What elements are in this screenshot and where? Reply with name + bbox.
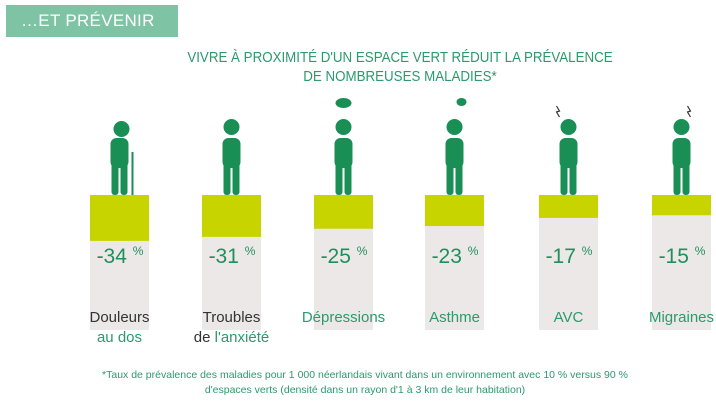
value-number: -31 (208, 245, 245, 268)
person-icon (555, 105, 578, 195)
category-label-part: AVC (553, 309, 584, 326)
category-label-part: l'anxiété (214, 329, 270, 346)
value-number: -23 (431, 245, 468, 268)
bar (90, 195, 149, 241)
person-icon (445, 98, 467, 195)
footnote-line-1: *Taux de prévalence des maladies pour 1 … (102, 369, 628, 381)
person-icon (222, 119, 241, 195)
value-label: -34 % (90, 244, 150, 269)
value-number: -17 (545, 245, 582, 268)
category-label: Troubles de l'anxiété (177, 308, 287, 348)
footnote: *Taux de prévalence des maladies pour 1 … (60, 368, 670, 398)
value-label: -31 % (202, 244, 262, 269)
value-label: -23 % (425, 244, 485, 269)
value-number: -34 (96, 245, 133, 268)
category-label: Douleurs au dos (65, 308, 175, 348)
value-unit: % (467, 244, 479, 258)
value-number: -25 (320, 245, 357, 268)
bar (202, 195, 261, 237)
value-label: -15 % (652, 244, 712, 269)
title-line-1: VIVRE À PROXIMITÉ D'UN ESPACE VERT RÉDUI… (187, 50, 613, 66)
value-label: -25 % (314, 244, 374, 269)
category-label: Migraines (627, 308, 716, 328)
bar (314, 195, 373, 229)
value-unit: % (356, 244, 368, 258)
value-unit: % (244, 244, 256, 258)
value-unit: % (694, 244, 706, 258)
category-label-part: au dos (96, 329, 143, 346)
value-unit: % (132, 244, 144, 258)
person-icon (334, 98, 353, 195)
category-label-part: Migraines (648, 309, 715, 326)
category-label: AVC (514, 308, 624, 328)
person-icon (110, 121, 134, 195)
person-icon (672, 105, 692, 195)
category-label: Dépressions (289, 308, 399, 328)
category-label-part: Asthme (429, 309, 480, 326)
bar (652, 195, 711, 216)
category-label-part: Dépressions (301, 309, 386, 326)
footnote-line-2: d'espaces verts (densité dans un rayon d… (204, 384, 526, 396)
bar (425, 195, 484, 227)
chart-title: VIVRE À PROXIMITÉ D'UN ESPACE VERT RÉDUI… (170, 49, 630, 87)
category-label-part: Douleurs (89, 309, 150, 326)
bar-track (652, 195, 711, 330)
category-label-part: Troubles (202, 309, 261, 326)
title-line-2: DE NOMBREUSES MALADIES* (303, 69, 497, 85)
section-tag: …ET PRÉVENIR (6, 5, 178, 37)
value-label: -17 % (539, 244, 599, 269)
bar (539, 195, 598, 218)
value-number: -15 (658, 245, 695, 268)
category-label-part: de (193, 329, 215, 346)
value-unit: % (581, 244, 593, 258)
category-label: Asthme (400, 308, 510, 328)
